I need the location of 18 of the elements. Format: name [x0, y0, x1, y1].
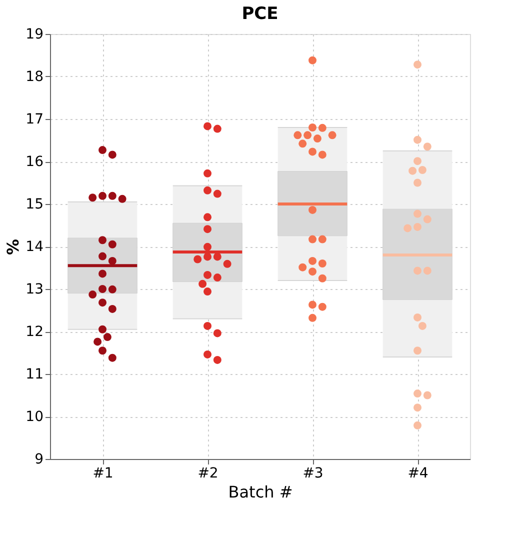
x-tick-label: #4 [408, 466, 428, 482]
y-tick-label: 10 [26, 409, 44, 425]
y-tick-label: 14 [26, 239, 44, 255]
y-tick-label: 13 [26, 282, 44, 298]
y-tick-label: 17 [26, 112, 44, 128]
y-tick-label: 15 [26, 196, 44, 212]
y-tick-label: 18 [26, 69, 44, 85]
chart-title: PCE [242, 4, 278, 24]
y-tick-label: 9 [34, 452, 44, 468]
y-tick-label: 16 [26, 154, 44, 170]
x-tick-label: #2 [198, 466, 218, 482]
y-tick-label: 19 [26, 26, 44, 42]
x-axis-title: Batch # [228, 482, 293, 502]
y-tick-label: 12 [26, 324, 44, 340]
x-tick-label: #1 [92, 466, 114, 482]
x-tick-label: #3 [302, 466, 324, 482]
y-axis-title: % [4, 238, 23, 256]
y-tick-label: 11 [26, 366, 44, 382]
